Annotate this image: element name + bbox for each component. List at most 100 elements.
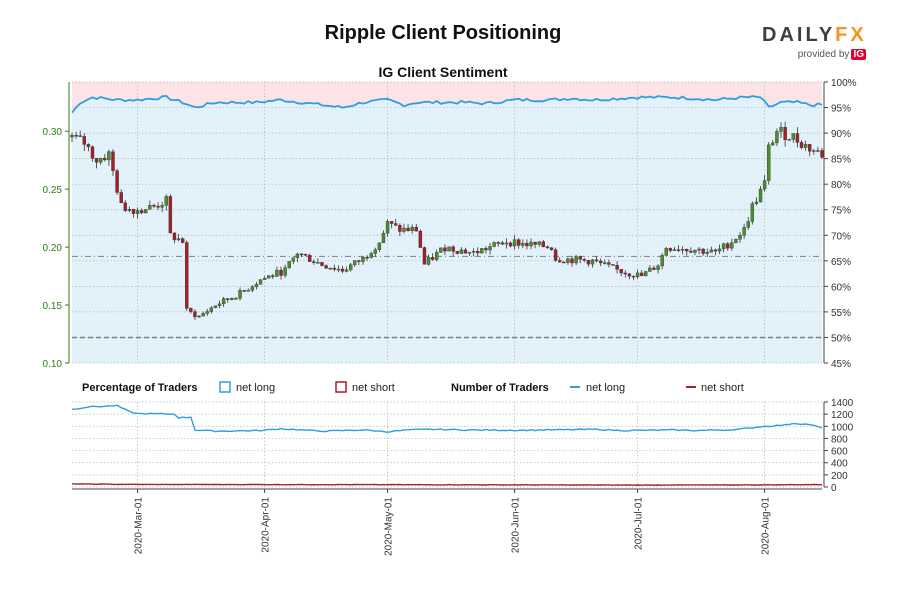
candle (603, 259, 607, 265)
candle (672, 246, 677, 251)
candle-body (574, 256, 578, 264)
candle (201, 311, 205, 317)
candle (443, 244, 447, 256)
candle-body (762, 180, 767, 190)
candle-body (508, 242, 513, 247)
candle (598, 258, 603, 267)
candle (324, 264, 328, 269)
candle (488, 242, 492, 255)
candle-body (189, 308, 193, 312)
candle (791, 133, 796, 143)
candle-body (533, 241, 537, 245)
candle-body (168, 196, 173, 234)
candle (189, 307, 193, 314)
candle (639, 270, 644, 277)
candle-body (279, 269, 283, 276)
candle (529, 238, 533, 250)
candle (299, 253, 304, 258)
brand-wordmark: DAILYFX (762, 24, 872, 47)
candle-body (639, 272, 644, 277)
candle-body (726, 243, 730, 249)
candle-body (156, 206, 160, 208)
x-tick-label: 2020-Jun-01 (511, 497, 522, 554)
candle (525, 239, 529, 250)
candle (676, 245, 681, 252)
candle (492, 241, 496, 248)
candle-body (685, 249, 689, 252)
candle (558, 257, 562, 263)
candle (435, 249, 439, 262)
candle (521, 239, 525, 249)
candle (422, 246, 427, 265)
candle-body (107, 151, 111, 161)
candle (262, 276, 267, 280)
candle (328, 267, 332, 271)
candle-body (771, 142, 775, 146)
candle (619, 269, 623, 277)
candle-body (652, 267, 656, 270)
candle-body (787, 139, 791, 141)
candle-body (234, 298, 238, 300)
candle (180, 237, 185, 244)
candle (455, 251, 459, 255)
candle (590, 259, 595, 268)
candle-body (664, 248, 668, 256)
candle-body (631, 275, 636, 278)
candle-body (467, 251, 472, 254)
candle (726, 242, 730, 251)
lower-right-tick-label: 0 (831, 483, 837, 494)
candle (361, 256, 365, 265)
candle-body (246, 290, 250, 292)
candle (660, 253, 664, 270)
legend-pct-short-swatch (335, 381, 347, 393)
candle (340, 265, 345, 274)
candle (508, 241, 513, 248)
candle-body (537, 241, 541, 245)
candle-body (558, 260, 562, 263)
candle-body (709, 249, 714, 253)
candle-body (713, 249, 718, 252)
candle-body (590, 259, 595, 265)
candle (816, 146, 820, 153)
brand-accent-text: FX (835, 24, 867, 46)
candle-body (295, 253, 300, 259)
right-tick-label: 55% (831, 308, 851, 319)
candle (213, 305, 218, 309)
upper-axes: 0.10 0.15 0.20 0.25 0.30 45% 50% 55% 60% 65% 70% 75… (43, 78, 857, 370)
candle-body (717, 248, 722, 252)
candle (750, 201, 755, 225)
candle-body (127, 209, 132, 211)
candle (78, 130, 82, 137)
candle (758, 185, 763, 203)
candle-body (541, 241, 546, 247)
candle (176, 234, 181, 242)
candle-body (90, 146, 95, 159)
candle (74, 131, 78, 139)
candle (426, 254, 431, 266)
candle-body (775, 131, 779, 144)
candle (148, 200, 152, 210)
candle (258, 279, 263, 285)
candle-body (201, 313, 205, 317)
legend-num-title: Number of Traders (451, 382, 549, 394)
candle (164, 194, 168, 211)
candle (451, 245, 455, 256)
candle (385, 219, 390, 237)
candle (738, 232, 742, 243)
candle-body (74, 135, 78, 137)
right-tick-label: 85% (831, 155, 851, 166)
candle-body (746, 221, 750, 228)
net-long-pct-line (71, 94, 823, 114)
candle-body (705, 252, 709, 254)
candle-body (221, 298, 226, 305)
candle (480, 248, 484, 254)
candle-body (791, 133, 796, 140)
candle-body (267, 275, 271, 279)
candle-body (553, 249, 558, 261)
candle-body (594, 259, 599, 262)
candle-body (238, 290, 242, 299)
candle-body (676, 249, 681, 251)
upper-grid (72, 81, 822, 364)
candle-body (648, 267, 652, 272)
